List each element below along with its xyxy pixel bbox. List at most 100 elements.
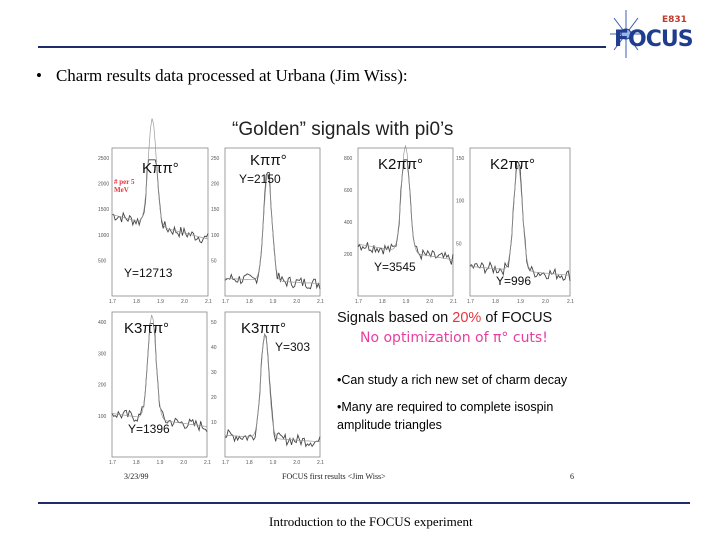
x-tick-label: 1.8 xyxy=(246,460,253,466)
histogram-trace xyxy=(111,323,208,433)
bullet-symbol: • xyxy=(36,66,42,85)
point-2-line-2: amplitude triangles xyxy=(337,418,442,432)
decay-label: K2ππ° xyxy=(378,156,424,173)
histogram-6: 50 40 30 20 10 1.7 1.8 1.9 2.0 2.1 xyxy=(211,311,324,466)
histogram-trace xyxy=(469,161,571,281)
bullet-item: • Charm results data processed at Urbana … xyxy=(36,66,408,86)
fit-curve xyxy=(111,118,209,240)
x-tick-label: 1.7 xyxy=(109,299,116,305)
decay-label: K3ππ° xyxy=(241,320,287,337)
x-tick-label: 2.1 xyxy=(317,460,324,466)
plot-frame xyxy=(111,147,209,297)
y-tick-label: 2000 xyxy=(98,182,109,188)
footer-rule xyxy=(38,502,690,504)
point-1: •Can study a rich new set of charm decay xyxy=(337,373,568,387)
header-rule xyxy=(38,46,606,48)
y-tick-label: 100 xyxy=(98,414,107,420)
plot-panel-5: 400 300 200 100 1.7 1.8 1.9 2.0 2.1 K3ππ° Y=1396 xyxy=(98,311,211,466)
x-tick-label: 1.7 xyxy=(222,460,229,466)
y-tick-label: 2500 xyxy=(98,156,109,162)
units-note: # per 5 MeV xyxy=(114,178,135,194)
decay-label: Kππ° xyxy=(142,160,179,177)
y-tick-label: 30 xyxy=(211,370,217,376)
plot-frame xyxy=(469,147,571,297)
plot-panel-6: 50 40 30 20 10 1.7 1.8 1.9 2.0 2.1 K3ππ° Y=303 xyxy=(211,311,324,466)
y-tick-label: 300 xyxy=(98,351,107,357)
histogram-trace xyxy=(357,159,454,265)
y-tick-label: 100 xyxy=(456,199,465,205)
star-burst-icon xyxy=(610,10,642,58)
x-tick-label: 2.1 xyxy=(450,299,457,305)
x-tick-label: 2.0 xyxy=(426,299,433,305)
histogram-4: 150 100 50 1.7 1.8 1.9 2.0 2.1 xyxy=(456,147,574,305)
x-tick-label: 1.9 xyxy=(403,299,410,305)
x-tick-label: 1.8 xyxy=(379,299,386,305)
y-tick-label: 40 xyxy=(211,345,217,351)
x-tick-label: 2.0 xyxy=(180,460,187,466)
plot-frame xyxy=(111,311,208,458)
x-tick-label: 1.9 xyxy=(270,299,277,305)
figure-page: 6 xyxy=(570,472,574,481)
logo-tag: E831 xyxy=(662,15,687,25)
plot-panel-4: 150 100 50 1.7 1.8 1.9 2.0 2.1 K2ππ° Y=996 xyxy=(456,147,574,305)
yield-label: Y=303 xyxy=(275,340,311,354)
plot-panel-3: 800 600 400 200 1.7 1.8 1.9 2.0 2.1 K2ππ° Y=3545 xyxy=(344,145,457,305)
x-tick-label: 2.1 xyxy=(317,299,324,305)
x-tick-label: 2.0 xyxy=(542,299,549,305)
x-tick-label: 1.9 xyxy=(270,460,277,466)
fit-curve xyxy=(111,314,208,427)
decay-label: K2ππ° xyxy=(490,156,536,173)
y-tick-label: 20 xyxy=(211,395,217,401)
signals-prefix: Signals based on xyxy=(337,310,453,326)
x-tick-label: 1.7 xyxy=(109,460,116,466)
fit-curve xyxy=(224,174,321,284)
yield-label: Y=12713 xyxy=(124,266,173,280)
histogram-2: 250 200 150 100 50 1.7 1.8 1.9 2.0 2.1 xyxy=(211,147,324,305)
plot-frame xyxy=(224,311,321,458)
x-tick-label: 1.7 xyxy=(355,299,362,305)
y-tick-label: 200 xyxy=(344,252,353,258)
x-tick-label: 1.8 xyxy=(133,299,140,305)
y-tick-label: 150 xyxy=(211,207,220,213)
histogram-1: 2500 2000 1500 1000 500 1.7 1.8 1.9 2.0 2.1 xyxy=(98,118,212,305)
fit-curve xyxy=(357,145,454,261)
x-tick-label: 1.9 xyxy=(517,299,524,305)
x-tick-label: 2.1 xyxy=(205,299,212,305)
histogram-3: 800 600 400 200 1.7 1.8 1.9 2.0 2.1 xyxy=(344,145,457,305)
y-tick-label: 400 xyxy=(344,220,353,226)
histogram-5: 400 300 200 100 1.7 1.8 1.9 2.0 2.1 xyxy=(98,311,211,466)
y-tick-label: 800 xyxy=(344,156,353,162)
signals-percent: 20% xyxy=(452,310,482,326)
plot-panel-1: 2500 2000 1500 1000 500 1.7 1.8 1.9 2.0 2.1 Kππ° Y=… xyxy=(98,118,212,305)
x-tick-label: 1.9 xyxy=(157,299,164,305)
y-tick-label: 50 xyxy=(211,320,217,326)
signals-line: Signals based on 20% of FOCUS xyxy=(337,310,552,326)
y-tick-label: 250 xyxy=(211,156,220,162)
x-tick-label: 1.8 xyxy=(246,299,253,305)
no-optimization-note: No optimization of π° cuts! xyxy=(360,330,548,346)
figure-date: 3/23/99 xyxy=(124,472,149,481)
y-tick-label: 1500 xyxy=(98,207,109,213)
x-tick-label: 1.8 xyxy=(133,460,140,466)
y-tick-label: 1000 xyxy=(98,233,109,239)
plot-frame xyxy=(224,147,321,297)
y-tick-label: 200 xyxy=(98,383,107,389)
yield-label: Y=1396 xyxy=(128,422,170,436)
plot-panel-2: 250 200 150 100 50 1.7 1.8 1.9 2.0 2.1 Kππ° Y=2150 xyxy=(211,147,324,305)
bullet-text: Charm results data processed at Urbana (… xyxy=(55,66,408,85)
x-tick-label: 1.7 xyxy=(222,299,229,305)
x-tick-label: 1.8 xyxy=(492,299,499,305)
x-tick-label: 1.7 xyxy=(467,299,474,305)
y-tick-label: 100 xyxy=(211,233,220,239)
signals-suffix: of FOCUS xyxy=(481,310,553,326)
point-2-line-1: •Many are required to complete isospin xyxy=(337,400,554,414)
decay-label: Kππ° xyxy=(250,152,287,169)
figure-caption: FOCUS first results <Jim Wiss> xyxy=(282,472,386,481)
y-tick-label: 200 xyxy=(211,182,220,188)
yield-label: Y=3545 xyxy=(374,260,416,274)
yield-label: Y=2150 xyxy=(239,172,281,186)
x-tick-label: 2.1 xyxy=(567,299,574,305)
plot-frame xyxy=(357,147,454,297)
fit-curve xyxy=(224,333,321,443)
focus-logo: E831 FOCUS xyxy=(604,8,694,58)
